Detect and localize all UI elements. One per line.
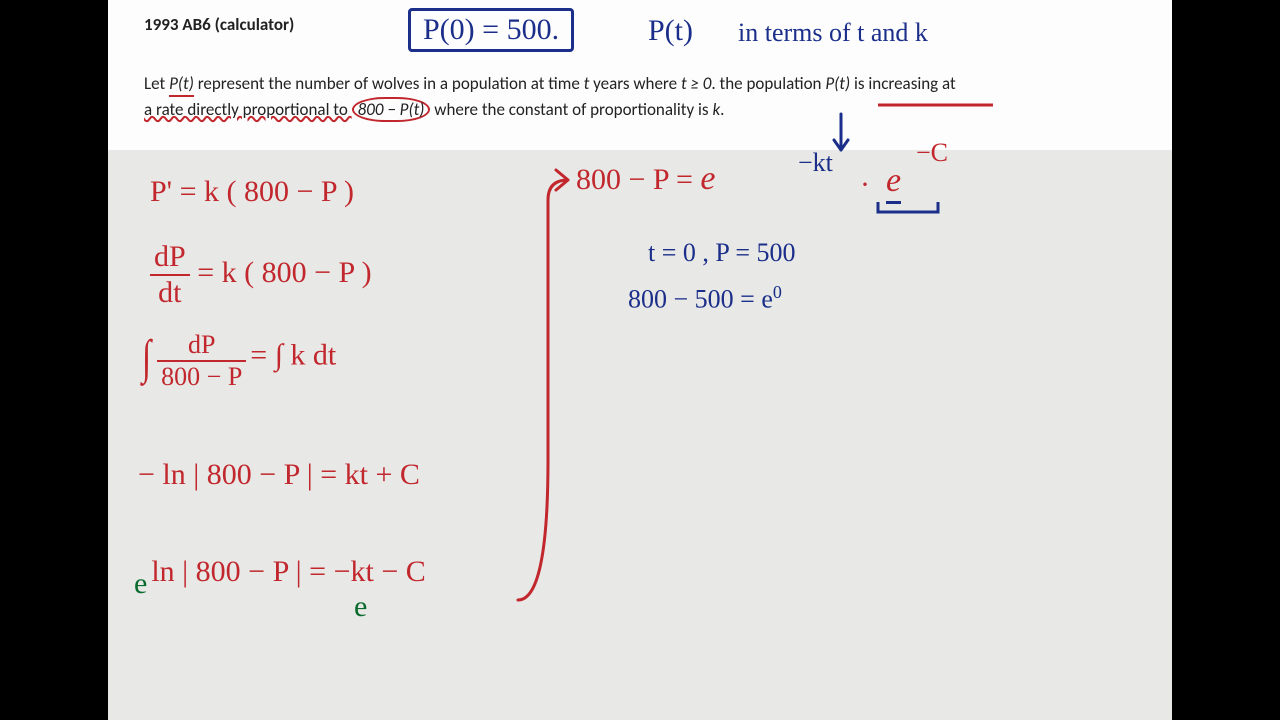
eq5-main: ln | 800 − P | = −kt − C (151, 555, 425, 588)
problem-statement: 1993 AB6 (calculator) Let P(t) represent… (108, 0, 1172, 150)
k: k (712, 99, 720, 120)
e2: e (886, 162, 901, 200)
pt2: P(t) (825, 73, 850, 94)
text: years where (589, 73, 681, 94)
lhs: 800 − P = (576, 163, 700, 196)
equation-3: ∫ dP 800 − P = ∫ k dt (140, 330, 336, 392)
red-underline-svg (878, 100, 998, 110)
e1: e (700, 160, 715, 197)
eq2-rhs: = k ( 800 − P ) (190, 256, 372, 289)
dot: · (860, 168, 870, 202)
problem-title: 1993 AB6 (calculator) (144, 14, 1136, 35)
exp-c: −C (916, 138, 948, 168)
sub2-lhs: 800 − 500 = e (628, 285, 773, 314)
integral-icon: ∫ (142, 330, 151, 385)
e-base-left: e (134, 567, 147, 600)
text: represent the number of wolves in a popu… (194, 73, 584, 94)
sub2-exp: 0 (773, 282, 782, 302)
eq3-rhs: = ∫ k dt (250, 339, 336, 372)
e-base-right: e (354, 590, 367, 624)
d-p: dP (150, 240, 190, 276)
problem-body: Let P(t) represent the number of wolves … (144, 71, 1136, 122)
pt-underlined: P(t) (169, 73, 194, 97)
substitution-2: 800 − 500 = e0 (628, 282, 782, 315)
text: Let (144, 73, 169, 94)
frac-den: 800 − P (157, 362, 246, 392)
circled-expression: 800 − P(t) (352, 97, 431, 122)
equation-1: P' = k ( 800 − P ) (150, 175, 354, 209)
equation-5: e ln | 800 − P | = −kt − C (134, 555, 426, 589)
text: where the constant of proportionality is (430, 99, 712, 120)
equation-4: − ln | 800 − P | = kt + C (138, 458, 420, 492)
text: is increasing at (850, 73, 956, 94)
initial-condition-box: P(0) = 500. (408, 8, 574, 52)
frac-num: dP (157, 330, 246, 362)
whiteboard: 1993 AB6 (calculator) Let P(t) represent… (108, 0, 1172, 720)
d-t: dt (150, 276, 190, 310)
substitution-1: t = 0 , P = 500 (648, 238, 796, 268)
inequality: t ≥ 0 (681, 73, 711, 94)
underlined-phrase: a rate directly proportional to (144, 99, 352, 120)
bracket-icon (876, 200, 946, 218)
equation-2: dP dt = k ( 800 − P ) (150, 240, 372, 310)
in-terms-label: in terms of t and k (738, 18, 928, 48)
connector-arrow-icon (488, 160, 588, 610)
text: . (720, 99, 724, 120)
pt-label: P(t) (648, 14, 693, 48)
text: . the population (711, 73, 825, 94)
exp-kt: −kt (798, 148, 833, 178)
result-equation: 800 − P = e (576, 160, 716, 198)
